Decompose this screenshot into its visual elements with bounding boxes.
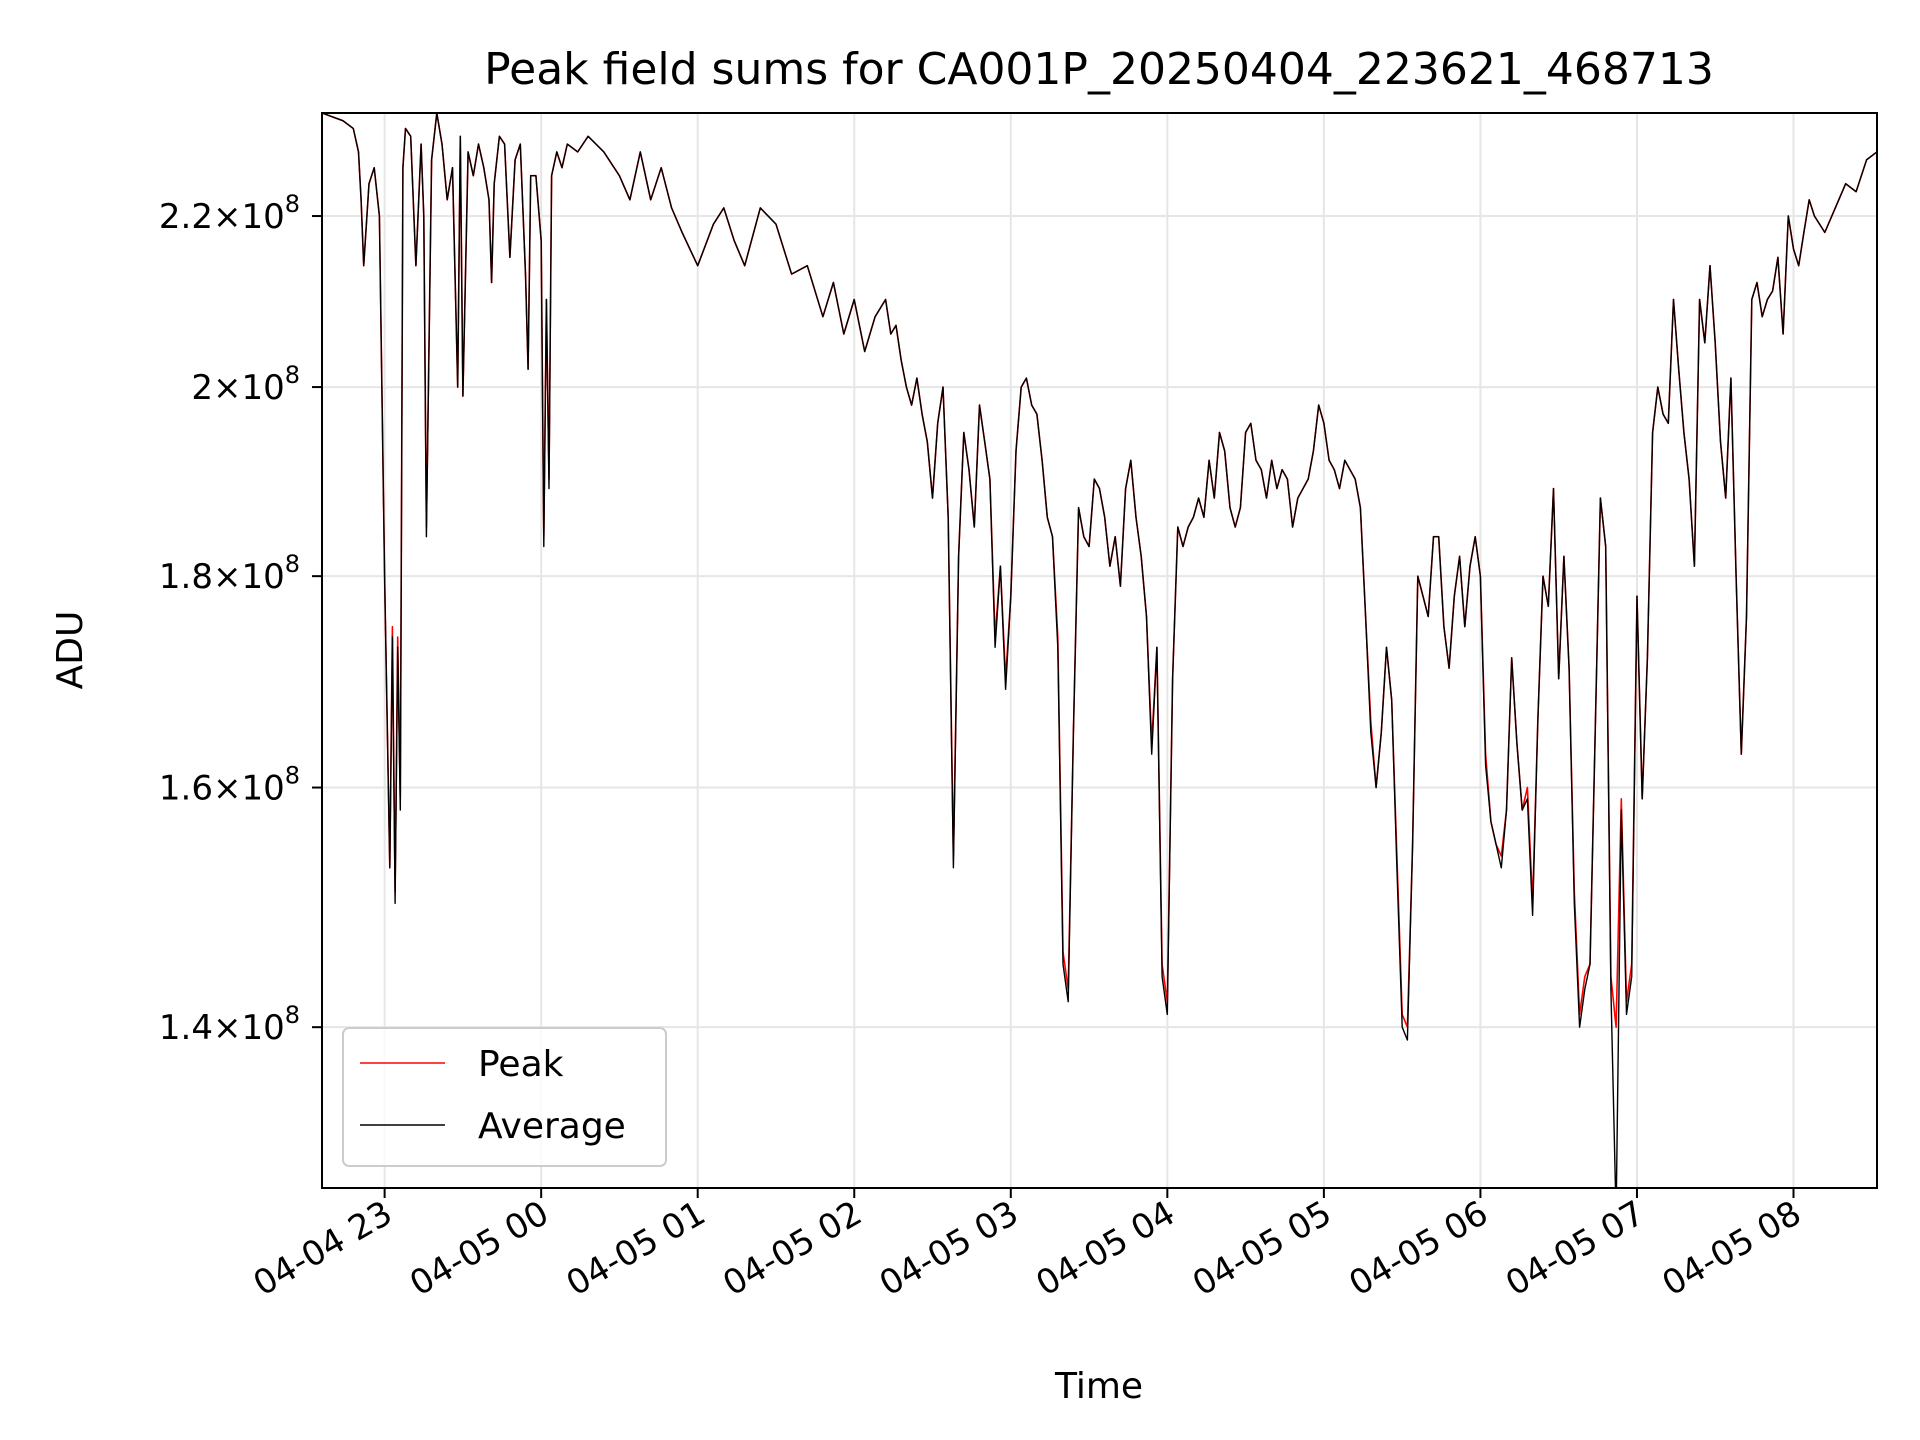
axes-frame	[321, 112, 1878, 1189]
series-line-average	[322, 113, 1877, 1188]
y-tick-label: 1.6×108	[159, 762, 300, 809]
legend: Peak Average	[342, 1027, 667, 1167]
y-tick-label: 2×108	[191, 361, 300, 408]
legend-label-average: Average	[478, 1106, 626, 1147]
y-axis: 1.4×108 1.6×108 1.8×108 2×108 2.2×108	[159, 190, 322, 1048]
x-axis-label: Time	[1054, 1366, 1143, 1407]
chart-title: Peak field sums for CA001P_20250404_2236…	[484, 44, 1714, 95]
legend-label-peak: Peak	[478, 1044, 564, 1085]
y-axis-label: ADU	[50, 611, 91, 690]
y-tick-label: 1.4×108	[159, 1001, 300, 1048]
y-tick-label: 2.2×108	[159, 190, 300, 237]
plot-area	[322, 113, 1877, 1188]
y-tick-label: 1.8×108	[159, 550, 300, 597]
